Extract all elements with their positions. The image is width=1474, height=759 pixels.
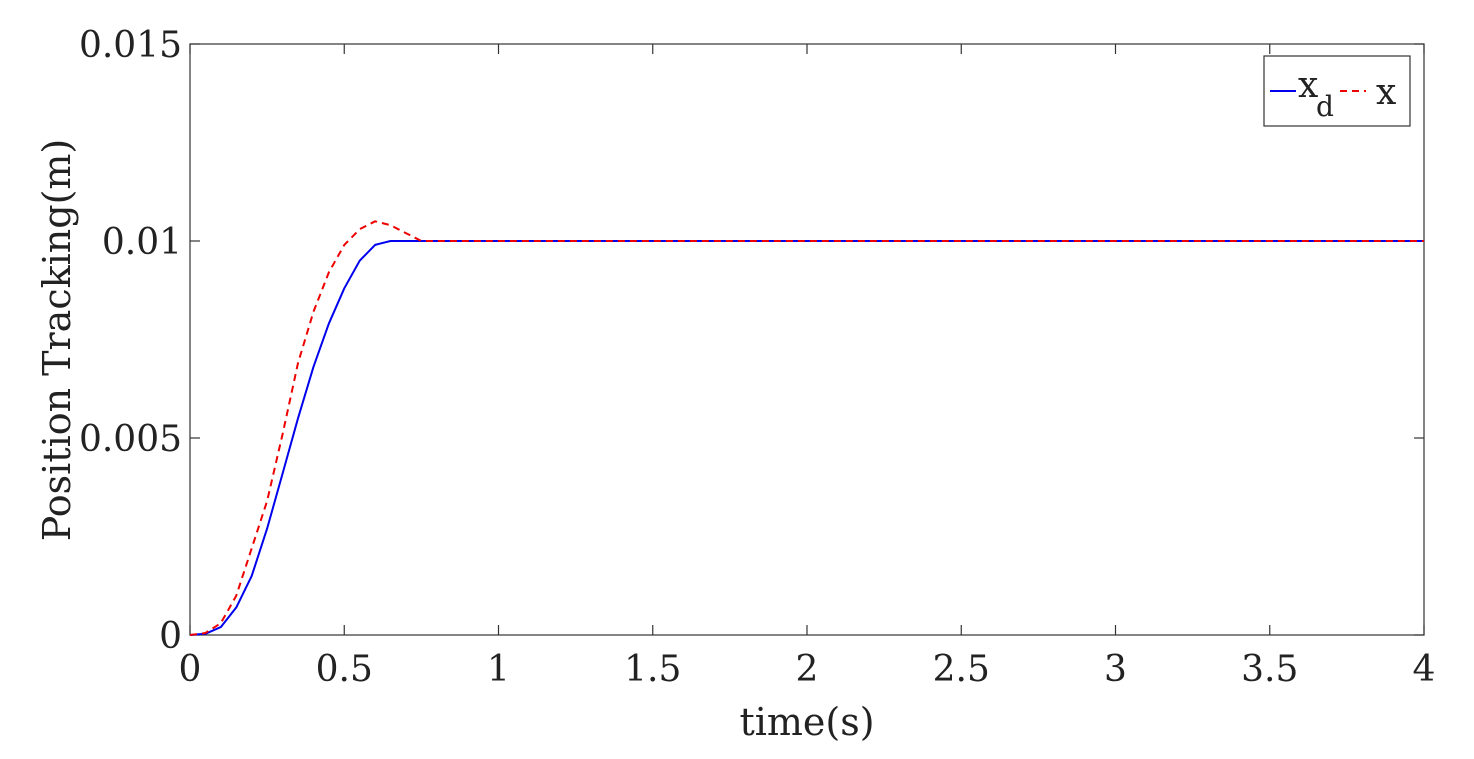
x-tick-label: 0	[179, 649, 202, 690]
x-tick-label: 3.5	[1241, 649, 1298, 690]
x-tick-label: 4	[1413, 649, 1436, 690]
y-tick-label: 0.01	[102, 222, 182, 263]
axis-tick-labels: 0 0.5 1 1.5 2 2.5 3 3.5 4 0 0.005 0.01 0.015	[79, 25, 1436, 690]
legend-label-xd: x	[1298, 65, 1318, 106]
legend: x d x	[1263, 55, 1411, 127]
series-layer	[189, 220, 1424, 636]
x-tick-label: 0.5	[316, 649, 373, 690]
plot-area	[189, 43, 1425, 636]
legend-label-x: x	[1376, 72, 1396, 113]
y-tick-label: 0.015	[79, 25, 182, 66]
x-tick-label: 1.5	[624, 649, 681, 690]
legend-label-xd-subscript: d	[1316, 90, 1334, 123]
y-axis-label: Position Tracking(m)	[35, 139, 79, 542]
x-axis-label: time(s)	[739, 700, 874, 744]
axis-ticks	[189, 43, 1425, 636]
x-tick-label: 2.5	[933, 649, 990, 690]
y-tick-label: 0	[159, 616, 182, 657]
x-tick-label: 2	[796, 649, 819, 690]
x-tick-label: 1	[487, 649, 510, 690]
y-tick-label: 0.005	[79, 419, 182, 460]
x-tick-label: 3	[1104, 649, 1127, 690]
